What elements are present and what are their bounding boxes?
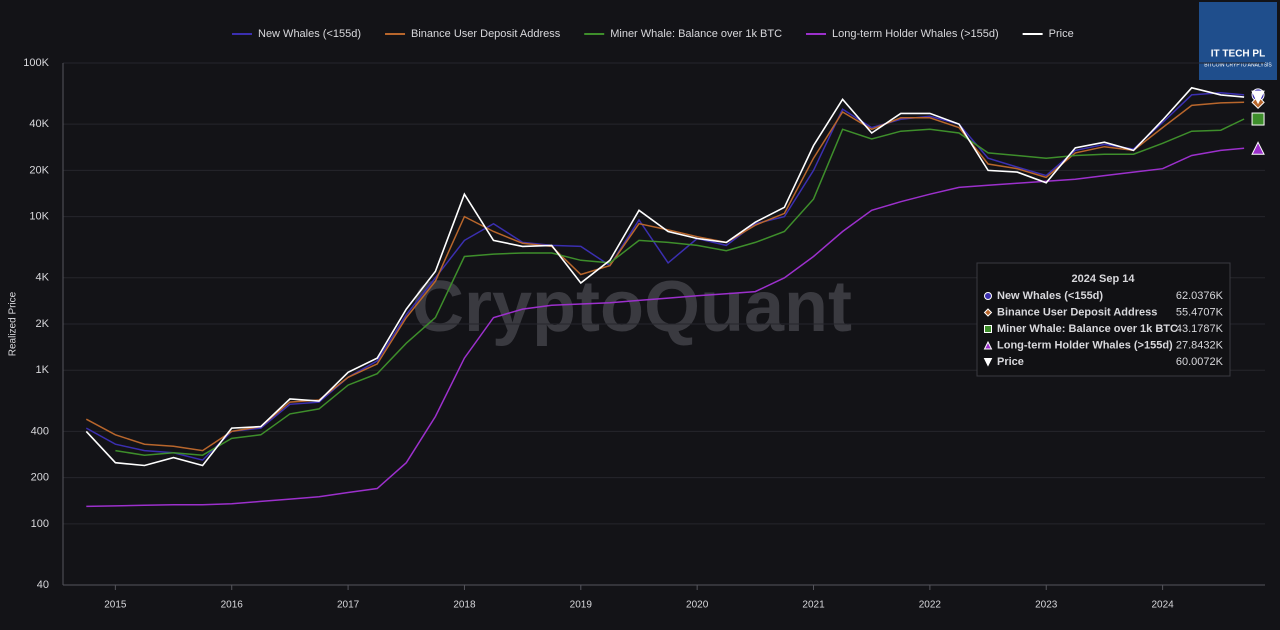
- tooltip-marker: [983, 308, 993, 317]
- logo-subtitle: BITCOIN CRYPTO ANALYSIS: [1204, 62, 1272, 68]
- series-line: [85, 101, 1245, 452]
- tooltip-value: 27.8432K: [1176, 339, 1224, 351]
- end-marker: [1251, 112, 1265, 126]
- y-tick-label: 400: [31, 425, 49, 437]
- legend-label: Miner Whale: Balance over 1k BTC: [610, 28, 782, 40]
- y-tick-label: 200: [31, 472, 49, 484]
- tooltip-series-name: Miner Whale: Balance over 1k BTC: [997, 323, 1178, 335]
- y-tick-label: 100: [31, 518, 49, 530]
- tooltip-series-name: Long-term Holder Whales (>155d): [997, 339, 1173, 351]
- x-tick-label: 2021: [802, 600, 825, 611]
- tooltip-series-name: Binance User Deposit Address: [997, 306, 1157, 318]
- legend-label: Price: [1049, 28, 1074, 40]
- legend-label: Long-term Holder Whales (>155d): [832, 28, 999, 40]
- logo-title: IT TECH PL: [1211, 49, 1265, 60]
- tooltip-series-name: Price: [997, 356, 1024, 368]
- tooltip-series-name: New Whales (<155d): [997, 290, 1103, 302]
- legend-label: New Whales (<155d): [258, 28, 361, 40]
- watermark: CryptoQuant: [412, 267, 852, 347]
- y-tick-label: 40K: [29, 118, 49, 130]
- x-tick-label: 2016: [221, 600, 244, 611]
- tooltip-marker: [984, 325, 992, 333]
- x-tick-label: 2024: [1151, 600, 1174, 611]
- y-tick-label: 20K: [29, 164, 49, 176]
- x-tick-label: 2023: [1035, 600, 1058, 611]
- series-line: [85, 92, 1245, 461]
- x-tick-label: 2015: [104, 600, 127, 611]
- tooltip: 2024 Sep 14 New Whales (<155d) 62.0376K Bin…: [976, 262, 1231, 377]
- tooltip-box: [976, 262, 1231, 377]
- y-tick-label: 10K: [29, 211, 49, 223]
- end-marker: [1251, 90, 1265, 105]
- series-line: [115, 118, 1245, 456]
- tooltip-value: 43.1787K: [1176, 323, 1224, 335]
- y-tick-label: 1K: [36, 364, 50, 376]
- tooltip-value: 55.4707K: [1176, 306, 1224, 318]
- x-tick-label: 2017: [337, 600, 360, 611]
- tooltip-marker: [984, 292, 992, 300]
- y-tick-label: 4K: [36, 272, 50, 284]
- x-tick-label: 2019: [570, 600, 593, 611]
- y-tick-label: 40: [37, 579, 49, 591]
- x-tick-label: 2020: [686, 600, 709, 611]
- tooltip-marker: [983, 340, 993, 350]
- y-axis-label: Realized Price: [8, 291, 19, 356]
- y-tick-label: 2K: [36, 318, 50, 330]
- logo-box: [1199, 2, 1277, 80]
- y-tick-label: 100K: [23, 57, 49, 69]
- series-line: [85, 86, 1245, 467]
- tooltip-value: 60.0072K: [1176, 356, 1224, 368]
- tooltip-value: 62.0376K: [1176, 290, 1224, 302]
- tooltip-title: 2024 Sep 14: [1072, 273, 1136, 285]
- x-tick-label: 2018: [453, 600, 476, 611]
- series-line: [86, 147, 1245, 508]
- tooltip-marker: [983, 358, 993, 367]
- logo: IT TECH PL BITCOIN CRYPTO ANALYSIS: [1199, 2, 1277, 80]
- legend-label: Binance User Deposit Address: [411, 28, 561, 40]
- x-tick-label: 2022: [919, 600, 942, 611]
- end-marker: [1251, 141, 1265, 155]
